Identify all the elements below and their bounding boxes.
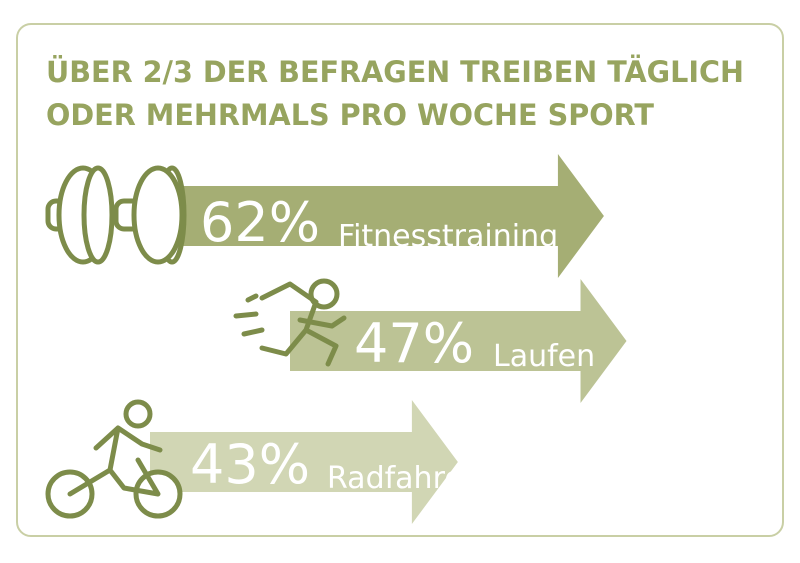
dumbbell-icon bbox=[45, 165, 187, 265]
category-label-radfahren: Radfahren bbox=[327, 461, 482, 496]
arrow-bar-radfahren bbox=[150, 400, 458, 524]
card-frame bbox=[16, 23, 784, 537]
value-label-fitnesstraining: 62% bbox=[200, 191, 320, 254]
category-label-fitnesstraining: Fitnesstraining bbox=[338, 219, 558, 254]
category-label-laufen: Laufen bbox=[493, 339, 595, 374]
arrow-bar-laufen bbox=[290, 279, 627, 403]
chart-title-line-1: ÜBER 2/3 DER BEFRAGEN TREIBEN TÄGLICH bbox=[46, 55, 744, 89]
bar-labels: 62% Fitnesstraining 47% Laufen 43% Radfa… bbox=[190, 191, 595, 496]
cyclist-icon bbox=[45, 399, 183, 519]
value-label-laufen: 47% bbox=[354, 312, 474, 375]
runner-icon bbox=[233, 278, 347, 367]
arrow-bar-fitnesstraining bbox=[160, 154, 604, 278]
arrow-bars bbox=[150, 154, 627, 524]
value-label-radfahren: 43% bbox=[190, 433, 310, 496]
chart-title-line-2: ODER MEHRMALS PRO WOCHE SPORT bbox=[46, 98, 654, 132]
